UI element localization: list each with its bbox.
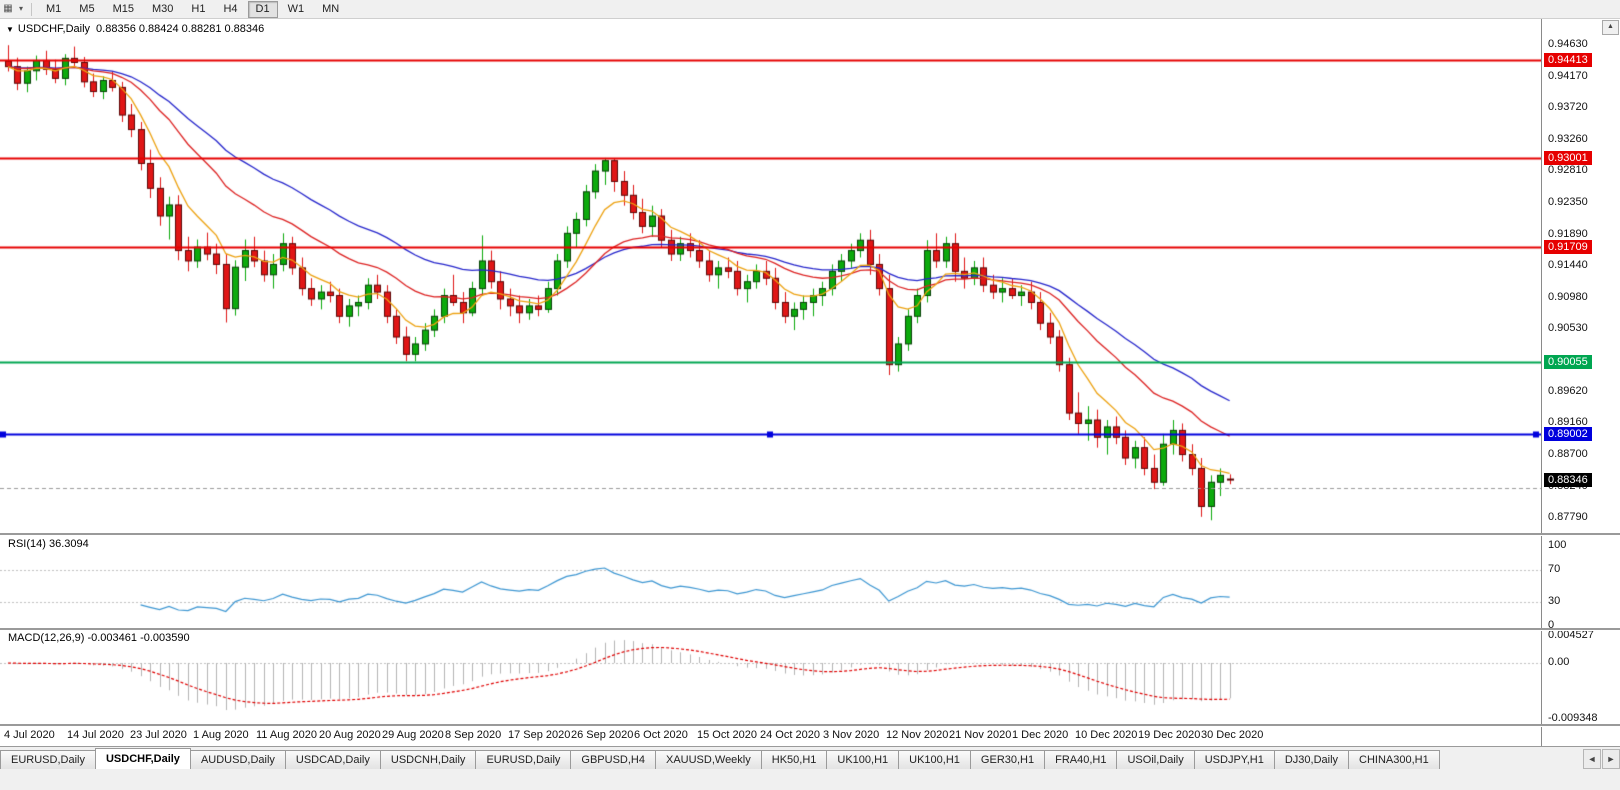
date-axis-label: 4 Jul 2020: [4, 729, 55, 741]
chart-canvas[interactable]: [0, 18, 1541, 746]
chart-tab-usdcnh-daily[interactable]: USDCNH,Daily: [379, 750, 477, 769]
chart-title: ▼ USDCHF,Daily 0.88356 0.88424 0.88281 0.8…: [6, 23, 264, 35]
date-axis-label: 1 Aug 2020: [193, 729, 249, 741]
panel-splitter-rsi[interactable]: [0, 533, 1620, 536]
chart-tab-dj30-daily[interactable]: DJ30,Daily: [1273, 750, 1350, 769]
rsi-axis-tick: 100: [1548, 539, 1567, 551]
macd-axis-tick: 0.00: [1548, 656, 1570, 668]
date-axis-label: 10 Dec 2020: [1075, 729, 1138, 741]
price-tick: 0.88700: [1548, 448, 1588, 461]
timeframe-button-w1[interactable]: W1: [287, 2, 305, 15]
timeframe-button-mn[interactable]: MN: [322, 2, 340, 15]
chart-tab-china300-h1[interactable]: CHINA300,H1: [1348, 750, 1440, 769]
date-axis-label: 24 Oct 2020: [760, 729, 820, 741]
date-axis-label: 14 Jul 2020: [67, 729, 124, 741]
chart-tab-uk100-h1[interactable]: UK100,H1: [898, 750, 971, 769]
toolbar-separator: [31, 2, 32, 16]
chart-tab-usdjpy-h1[interactable]: USDJPY,H1: [1193, 750, 1275, 769]
chart-tab-eurusd-daily[interactable]: EURUSD,Daily: [475, 750, 572, 769]
chart-dropdown-icon[interactable]: ▾: [18, 4, 23, 13]
timeframe-button-h1[interactable]: H1: [191, 2, 206, 15]
timeframe-button-d1[interactable]: D1: [247, 0, 278, 18]
date-axis-label: 21 Nov 2020: [949, 729, 1012, 741]
price-axis-separator: [1541, 18, 1542, 746]
date-axis-label: 29 Aug 2020: [382, 729, 444, 741]
chart-tab-xauusd-weekly[interactable]: XAUUSD,Weekly: [654, 750, 762, 769]
chart-tab-audusd-daily[interactable]: AUDUSD,Daily: [189, 750, 286, 769]
price-level-badge: 0.93001: [1544, 150, 1592, 165]
rsi-axis-tick: 70: [1548, 563, 1561, 575]
price-tick: 0.89620: [1548, 384, 1588, 397]
date-axis-label: 30 Dec 2020: [1201, 729, 1264, 741]
chart-ohlc-values: 0.88356 0.88424 0.88281 0.88346: [96, 23, 265, 35]
rsi-axis-tick: 0: [1548, 619, 1555, 631]
rsi-axis-tick: 30: [1548, 595, 1561, 607]
top-toolbar: ▦ ▾ M1 M5 M15 M30 H1 H4 D1 W1 MN: [0, 0, 1620, 19]
timeframe-button-m30[interactable]: M30: [151, 2, 174, 15]
chart-tab-uk100-h1[interactable]: UK100,H1: [826, 750, 900, 769]
price-tick: 0.94170: [1548, 70, 1588, 83]
date-axis-label: 8 Sep 2020: [445, 729, 502, 741]
date-axis-label: 11 Aug 2020: [256, 729, 317, 741]
chart-tab-hk50-h1[interactable]: HK50,H1: [760, 750, 828, 769]
price-axis[interactable]: 0.94630 0.94170 0.93720 0.93260 0.92810 0.923…: [1542, 18, 1620, 726]
timeframe-button-m1[interactable]: M1: [46, 2, 62, 15]
rsi-indicator-label: RSI(14) 36.3094: [8, 538, 89, 550]
chart-menu-icon[interactable]: ▼: [6, 25, 14, 34]
chart-symbol-label: USDCHF,Daily: [17, 23, 91, 35]
price-tick: 0.91890: [1548, 227, 1588, 240]
chart-tab-usdchf-daily[interactable]: USDCHF,Daily: [94, 748, 191, 769]
current-price-badge: 0.88346: [1544, 472, 1592, 487]
price-level-badge: 0.89002: [1544, 427, 1592, 442]
date-axis-label: 3 Nov 2020: [823, 729, 880, 741]
panel-splitter-macd[interactable]: [0, 628, 1620, 631]
price-tick: 0.87790: [1548, 511, 1588, 524]
date-axis-label: 20 Aug 2020: [319, 729, 381, 741]
timeframe-button-m15[interactable]: M15: [112, 2, 134, 15]
tab-scroll-right-button[interactable]: ►: [1602, 749, 1620, 769]
price-tick: 0.90530: [1548, 321, 1588, 334]
timeframe-button-h4[interactable]: H4: [223, 2, 238, 15]
macd-axis-tick: 0.004527: [1548, 628, 1594, 641]
tab-bar: EURUSD,Daily USDCHF,Daily AUDUSD,Daily USDC…: [0, 746, 1620, 769]
price-tick: 0.94630: [1548, 38, 1588, 51]
timeframe-button-m5[interactable]: M5: [79, 2, 95, 15]
date-axis-label: 19 Dec 2020: [1138, 729, 1201, 741]
scroll-up-button[interactable]: ▲: [1602, 20, 1619, 35]
price-tick: 0.93260: [1548, 132, 1588, 145]
date-axis-label: 15 Oct 2020: [697, 729, 757, 741]
price-tick: 0.90980: [1548, 290, 1588, 303]
chart-tab-usoil-daily[interactable]: USOil,Daily: [1116, 750, 1195, 769]
date-axis-label: 6 Oct 2020: [634, 729, 688, 741]
price-tick: 0.91440: [1548, 258, 1588, 271]
chart-tab-usdcad-daily[interactable]: USDCAD,Daily: [284, 750, 381, 769]
chart-tab-gbpusd-h4[interactable]: GBPUSD,H4: [570, 750, 656, 769]
price-level-badge: 0.91709: [1544, 240, 1592, 255]
price-tick: 0.92350: [1548, 195, 1588, 208]
date-axis-label: 12 Nov 2020: [886, 729, 949, 741]
chart-tab-eurusd-daily[interactable]: EURUSD,Daily: [0, 750, 96, 769]
chart-tabs: EURUSD,Daily USDCHF,Daily AUDUSD,Daily USDC…: [0, 748, 1582, 769]
date-axis-label: 17 Sep 2020: [508, 729, 571, 741]
date-axis-label: 26 Sep 2020: [571, 729, 634, 741]
date-axis-label: 23 Jul 2020: [130, 729, 187, 741]
macd-indicator-label: MACD(12,26,9) -0.003461 -0.003590: [8, 632, 190, 644]
chart-tab-ger30-h1[interactable]: GER30,H1: [969, 750, 1046, 769]
macd-axis-tick: -0.009348: [1548, 711, 1598, 724]
price-level-badge: 0.90055: [1544, 354, 1592, 369]
price-tick: 0.89160: [1548, 416, 1588, 429]
price-tick: 0.92810: [1548, 164, 1588, 177]
price-tick: 0.93720: [1548, 101, 1588, 114]
tab-scroll-left-button[interactable]: ◄: [1583, 749, 1601, 769]
chart-tab-fra40-h1[interactable]: FRA40,H1: [1044, 750, 1118, 769]
timeframe-buttons: M1 M5 M15 M30 H1 H4 D1 W1 MN: [37, 0, 348, 18]
price-level-badge: 0.94413: [1544, 53, 1592, 68]
time-axis[interactable]: 4 Jul 2020 14 Jul 2020 23 Jul 2020 1 Aug 20…: [0, 726, 1620, 746]
date-axis-label: 1 Dec 2020: [1012, 729, 1069, 741]
panel-splitter-timeaxis: [0, 724, 1620, 727]
chart-window-icon[interactable]: ▦: [3, 3, 13, 14]
